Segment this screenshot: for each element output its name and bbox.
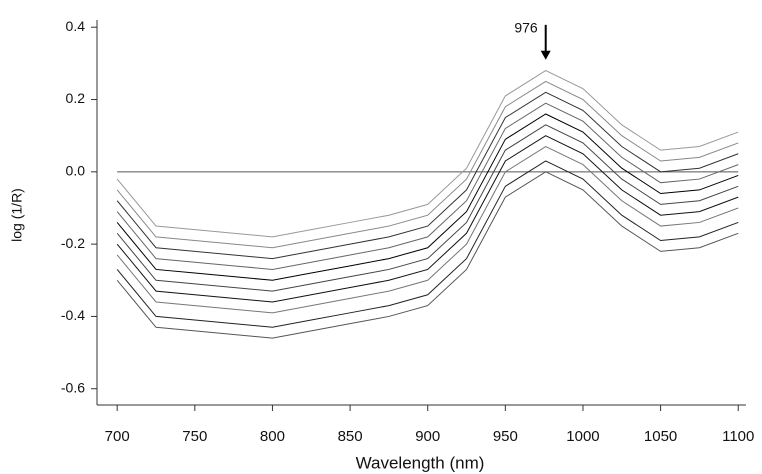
spectrum-line	[116, 91, 739, 260]
x-axis-label: Wavelength (nm)	[356, 453, 485, 472]
x-tick-label: 850	[338, 428, 363, 445]
spectrum-line	[116, 145, 739, 314]
y-tick-label: 0.0	[66, 163, 86, 179]
annotation-text: 976	[514, 20, 538, 36]
y-axis-label: log (1/R)	[9, 188, 25, 242]
y-tick-label: -0.4	[61, 307, 85, 323]
spectrum-line	[116, 80, 739, 249]
x-tick-label: 750	[182, 428, 207, 445]
spectrum-line	[116, 160, 739, 328]
spectrum-line	[116, 171, 739, 339]
x-tick-label: 950	[493, 428, 518, 445]
spectrum-line	[116, 70, 739, 238]
x-tick-label: 1000	[566, 428, 599, 445]
spectrum-line	[116, 135, 739, 303]
spectrum-line	[116, 113, 739, 281]
x-tick-label: 800	[260, 428, 285, 445]
x-tick-label: 700	[105, 428, 130, 445]
spectrum-line	[116, 102, 739, 270]
y-tick-label: -0.2	[61, 235, 85, 251]
y-tick-label: 0.4	[66, 18, 86, 34]
annotation-arrowhead	[540, 50, 551, 60]
y-tick-label: -0.6	[61, 379, 85, 395]
spectrum-line	[116, 124, 739, 292]
x-tick-label: 900	[415, 428, 440, 445]
x-tick-label: 1050	[644, 428, 677, 445]
x-tick-label: 1100	[722, 428, 754, 445]
y-tick-label: 0.2	[66, 90, 86, 106]
